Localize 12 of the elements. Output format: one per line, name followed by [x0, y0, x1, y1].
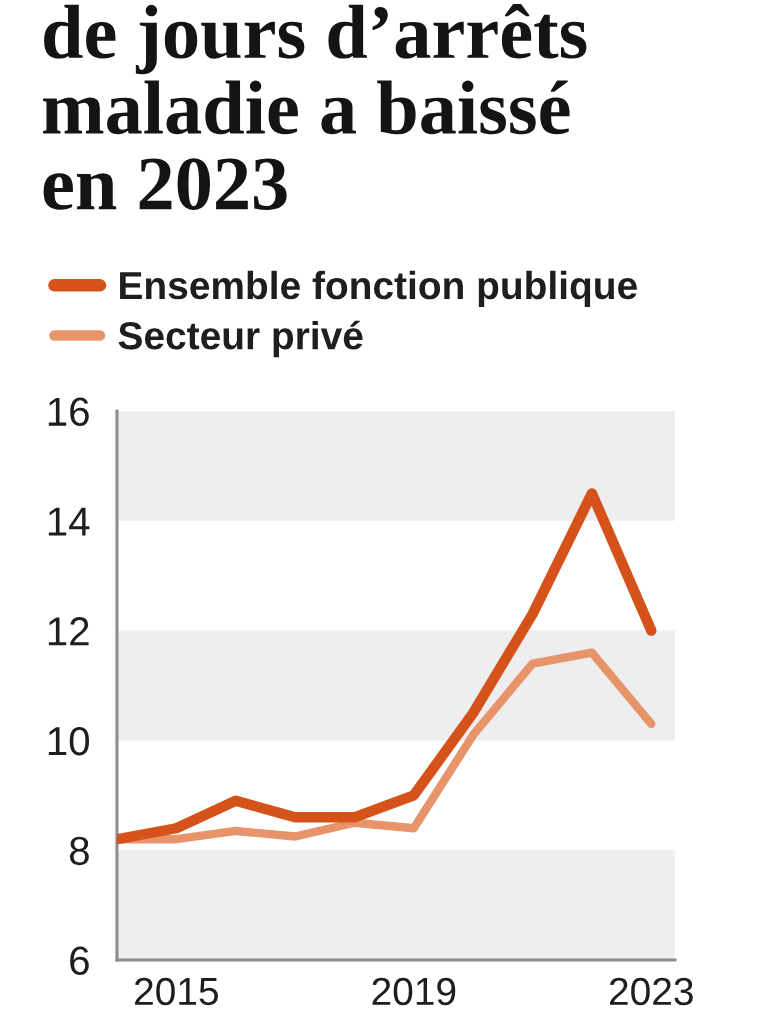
x-tick-label: 2015: [135, 977, 218, 1006]
legend-label: Secteur privé: [118, 320, 363, 358]
y-tick-label: 14: [48, 507, 90, 536]
y-tick-label: 16: [48, 397, 89, 427]
y-tick-label: 6: [70, 946, 89, 975]
y-tick-label: 10: [48, 726, 90, 756]
x-tick-label: 2023: [609, 977, 693, 1006]
y-tick-label: 12: [48, 617, 89, 646]
chart-title: de jours d’arrêts maladie a baissé en 2023: [43, 4, 587, 210]
y-tick-label: 8: [69, 836, 89, 866]
x-tick-label: 2019: [372, 977, 456, 1006]
legend-label: Ensemble fonction publique: [120, 270, 637, 308]
